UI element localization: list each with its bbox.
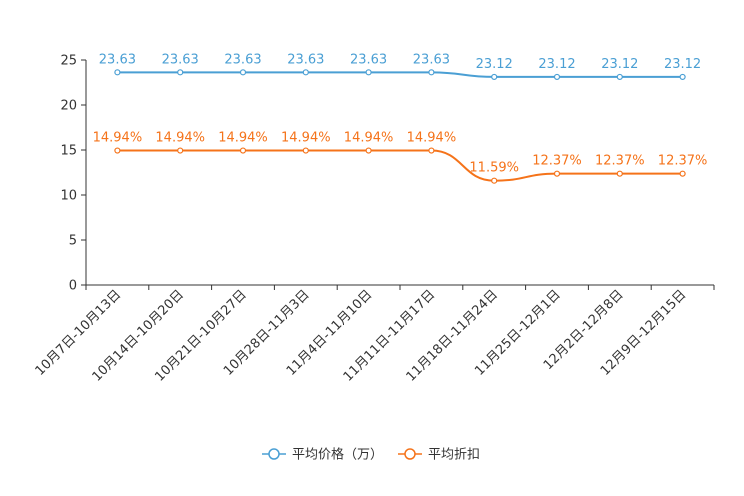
data-point[interactable] xyxy=(114,69,121,76)
data-point[interactable] xyxy=(428,147,435,154)
series-line xyxy=(117,149,683,182)
y-tick-label: 10 xyxy=(60,189,77,204)
data-point[interactable] xyxy=(302,147,309,154)
data-point[interactable] xyxy=(114,147,121,154)
data-point[interactable] xyxy=(491,73,498,81)
y-tick-label: 0 xyxy=(69,279,77,294)
data-point[interactable] xyxy=(428,69,435,76)
data-label: 23.63 xyxy=(413,52,450,67)
data-point[interactable] xyxy=(616,170,623,177)
data-point[interactable] xyxy=(365,69,372,76)
data-label: 23.63 xyxy=(99,52,136,67)
data-label: 23.12 xyxy=(664,57,701,72)
data-point[interactable] xyxy=(679,170,686,177)
data-point[interactable] xyxy=(365,147,372,154)
data-label: 23.12 xyxy=(601,57,638,72)
y-tick-label: 15 xyxy=(60,144,77,159)
data-label: 23.12 xyxy=(538,57,575,72)
data-label: 11.59% xyxy=(469,161,519,176)
data-label: 23.63 xyxy=(350,52,387,67)
data-label: 12.37% xyxy=(658,154,708,169)
axes: 051015202510月7日-10月13日10月14日-10月20日10月21… xyxy=(33,54,715,385)
legend-marker xyxy=(404,448,416,460)
series-line xyxy=(117,71,683,78)
data-point[interactable] xyxy=(679,73,686,81)
data-point[interactable] xyxy=(553,170,561,177)
data-point[interactable] xyxy=(239,147,247,154)
legend-label[interactable]: 平均折扣 xyxy=(428,448,480,463)
data-label: 14.94% xyxy=(344,131,394,146)
data-point[interactable] xyxy=(302,69,309,76)
data-label: 14.94% xyxy=(407,131,457,146)
data-label: 23.63 xyxy=(287,52,324,67)
data-label: 23.12 xyxy=(476,57,513,72)
series-group xyxy=(114,69,686,184)
data-label: 14.94% xyxy=(281,131,331,146)
data-label: 14.94% xyxy=(218,131,268,146)
data-point[interactable] xyxy=(177,147,184,154)
y-tick-label: 5 xyxy=(69,234,77,249)
data-point[interactable] xyxy=(177,69,184,76)
data-label: 23.63 xyxy=(224,52,261,67)
legend[interactable]: 平均价格（万） 平均折扣 xyxy=(262,447,480,463)
data-label: 23.63 xyxy=(162,52,199,67)
data-point[interactable] xyxy=(553,73,561,81)
data-point[interactable] xyxy=(491,177,498,184)
data-label: 12.37% xyxy=(595,154,645,169)
legend-label[interactable]: 平均价格（万） xyxy=(292,447,383,463)
data-label: 14.94% xyxy=(93,131,143,146)
data-label: 12.37% xyxy=(532,154,582,169)
y-tick-label: 25 xyxy=(60,54,77,69)
y-tick-label: 20 xyxy=(60,99,77,114)
data-labels: 23.63 23.63 23.63 23.63 23.63 23.63 23.12 23.12… xyxy=(93,52,708,175)
data-point[interactable] xyxy=(616,73,623,81)
legend-marker xyxy=(268,448,280,460)
data-label: 14.94% xyxy=(155,131,205,146)
data-point[interactable] xyxy=(239,69,247,76)
